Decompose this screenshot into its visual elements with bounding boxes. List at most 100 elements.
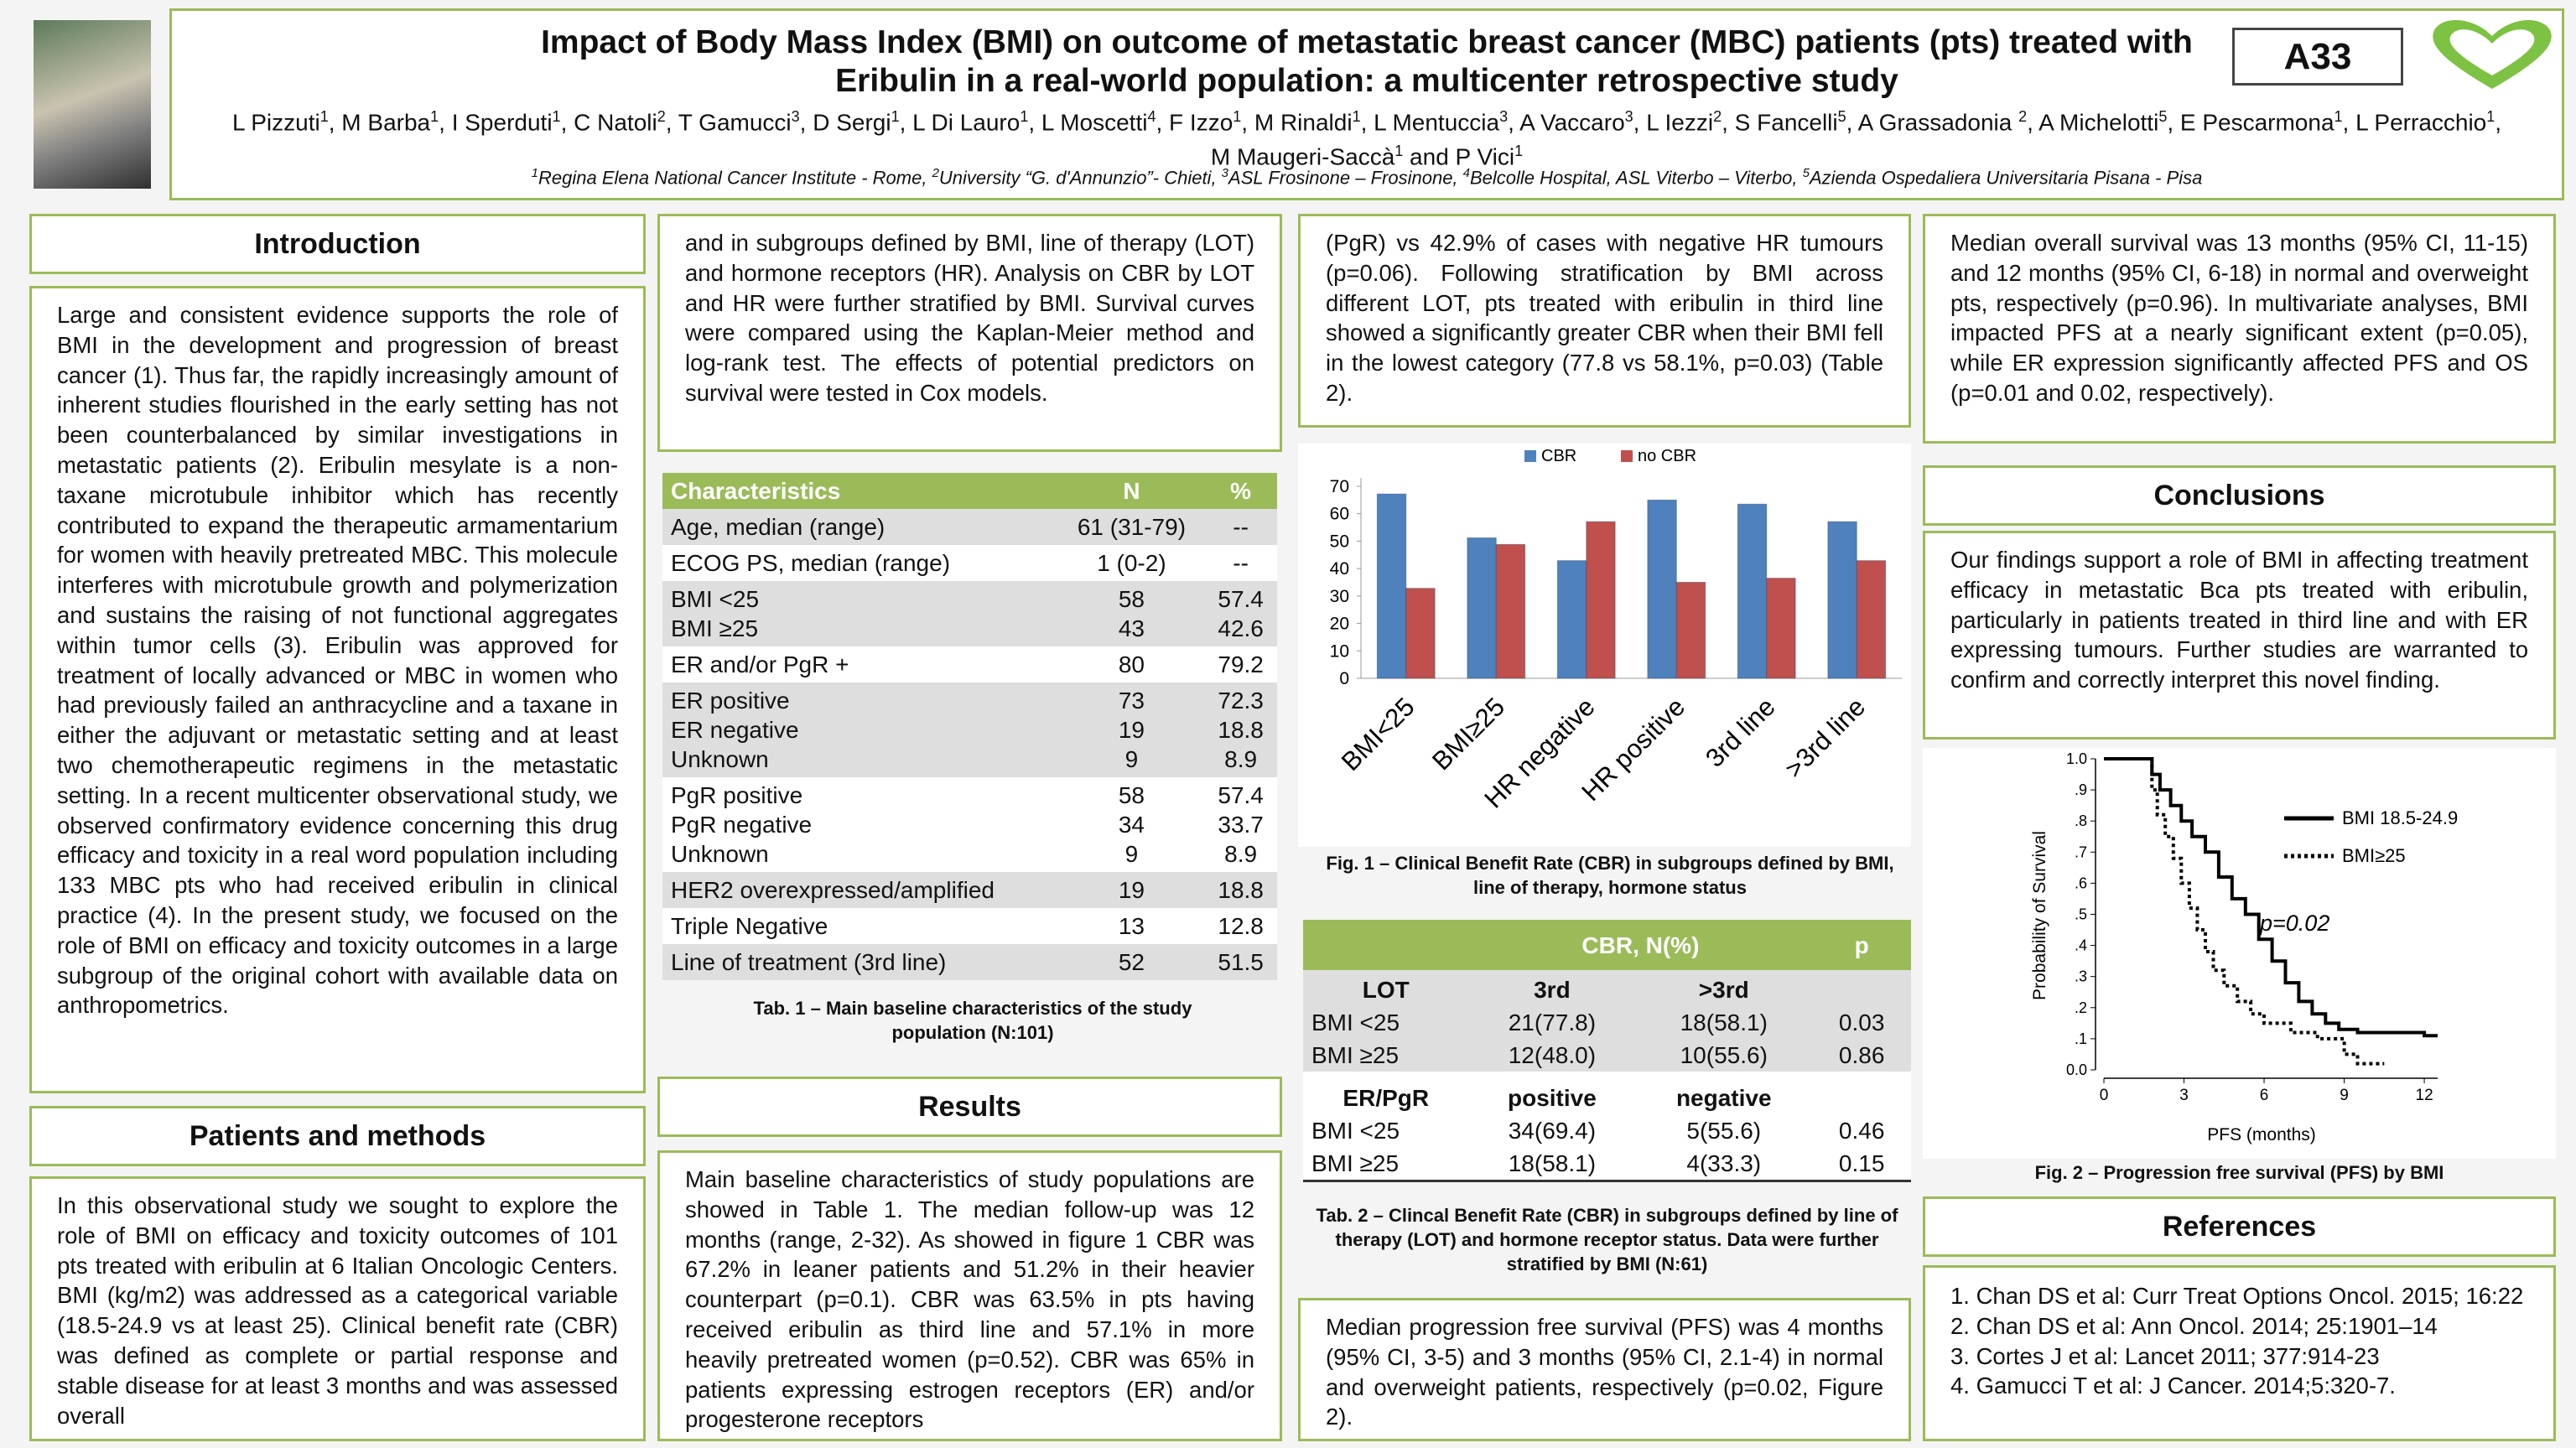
table-cell: 1 (0-2) bbox=[1059, 545, 1205, 581]
author-affiliation: 3 bbox=[1624, 108, 1633, 125]
survival-curve bbox=[2104, 757, 2385, 1066]
author-name: , L Mentuccia bbox=[1360, 109, 1500, 136]
table-cell: BMI ≥25 bbox=[1311, 1042, 1400, 1068]
x-tick-label: 9 bbox=[2340, 1087, 2349, 1104]
table-cell: BMI <25 bbox=[1311, 1118, 1400, 1144]
cell-line: ER negative bbox=[671, 717, 799, 743]
cell-line: 42.6 bbox=[1218, 615, 1264, 641]
author-name: , C Natoli bbox=[560, 109, 657, 136]
reference: 2. Chan DS et al: Ann Oncol. 2014; 25:19… bbox=[1950, 1312, 2438, 1339]
cell-line: BMI <25 bbox=[671, 586, 760, 612]
bar bbox=[1766, 578, 1796, 679]
table-cell: 0.46 bbox=[1838, 1118, 1885, 1144]
author-affiliation: 1 bbox=[1352, 108, 1361, 125]
affiliation-number: 1 bbox=[531, 166, 538, 180]
subheader-row: ER/PgR positive negative bbox=[1303, 1072, 1911, 1114]
author-name: , L Iezzi bbox=[1633, 109, 1714, 136]
table-cell: 21(77.8) bbox=[1508, 1009, 1597, 1035]
paragraph: Median progression free survival (PFS) w… bbox=[1298, 1298, 1911, 1441]
paragraph: Main baseline characteristics of study p… bbox=[657, 1150, 1282, 1441]
header-cell bbox=[1303, 920, 1469, 970]
table-cell: ER and/or PgR + bbox=[662, 646, 1059, 682]
table-1: Characteristics N% Age, median (range) 61 (… bbox=[662, 473, 1277, 980]
congress-logo bbox=[34, 20, 151, 189]
author-affiliation: 2 bbox=[2018, 108, 2028, 125]
table: CBR, N(%) p LOT 3rd >3rd BMI <25 21(77.8) 18(58… bbox=[1303, 920, 1911, 1180]
affiliation-number: 2 bbox=[932, 166, 939, 180]
bar bbox=[1405, 588, 1436, 679]
table-row: BMI <25 34(69.4) 5(55.6) 0.46 bbox=[1303, 1114, 1911, 1147]
y-tick-label: 0 bbox=[1339, 669, 1349, 688]
reference: 3. Cortes J et al: Lancet 2011; 377:914-… bbox=[1950, 1342, 2380, 1369]
bar bbox=[1647, 499, 1677, 679]
y-tick-label: 60 bbox=[1330, 505, 1349, 524]
y-tick-label: 1.0 bbox=[2066, 750, 2087, 767]
table-cell: 51.5 bbox=[1204, 944, 1277, 980]
author-affiliation: 2 bbox=[1713, 108, 1722, 125]
table-row: BMI ≥25 12(48.0) 10(55.6) 0.86 bbox=[1303, 1039, 1911, 1072]
y-tick-label: .1 bbox=[2075, 1030, 2087, 1047]
table-2: CBR, N(%) p LOT 3rd >3rd BMI <25 21(77.8) 18(58… bbox=[1303, 920, 1911, 1182]
affiliation: Belcolle Hospital, ASL Viterbo – Viterbo… bbox=[1470, 167, 1803, 189]
author-name: , L Moscetti bbox=[1028, 109, 1148, 136]
header-cell: % bbox=[1230, 478, 1252, 504]
author-name: , L Di Lauro bbox=[899, 109, 1021, 136]
paragraph: In this observational study we sought to… bbox=[29, 1176, 646, 1441]
cell-line: Age, median (range) bbox=[671, 514, 886, 540]
subheader-row: LOT 3rd >3rd bbox=[1303, 970, 1911, 1006]
cell-line: 73 bbox=[1118, 688, 1145, 714]
author-affiliation: 2 bbox=[657, 108, 666, 125]
author-affiliation: 5 bbox=[1837, 108, 1846, 125]
x-tick-label: BMI<25 bbox=[1336, 692, 1420, 776]
author-affiliation: 1 bbox=[2486, 108, 2496, 125]
table-row: ER positive ER negative Unknown 73 19 9 72.3 18… bbox=[662, 682, 1277, 777]
y-tick-label: 50 bbox=[1330, 532, 1349, 551]
figure-caption: Fig. 2 – Progression free survival (PFS)… bbox=[2034, 1162, 2444, 1183]
table-cell: ER positive ER negative Unknown bbox=[662, 682, 1059, 777]
table-cell: 52 bbox=[1059, 944, 1205, 980]
cell-line: -- bbox=[1233, 514, 1249, 540]
section-heading: Conclusions bbox=[1923, 465, 2556, 526]
table-cell: 18(58.1) bbox=[1680, 1009, 1768, 1035]
x-tick-label: 0 bbox=[2100, 1087, 2109, 1104]
author-name: , E Pescarmona bbox=[2167, 109, 2334, 136]
subheader-cell bbox=[1812, 970, 1911, 1006]
cell-line: 19 bbox=[1118, 877, 1145, 903]
bar bbox=[1495, 543, 1526, 679]
author-affiliation: 3 bbox=[1499, 108, 1509, 125]
table-cell: BMI ≥25 bbox=[1311, 1150, 1400, 1176]
affiliation: Regina Elena National Cancer Institute -… bbox=[538, 167, 932, 189]
bar bbox=[1376, 493, 1407, 679]
cell-line: 34 bbox=[1118, 812, 1145, 838]
author-name: , S Fancelli bbox=[1722, 109, 1838, 136]
legend-swatch bbox=[1524, 450, 1536, 462]
table: Characteristics N% Age, median (range) 61 (… bbox=[662, 473, 1277, 980]
cell-line: ER and/or PgR + bbox=[671, 651, 849, 677]
table-cell: 72.3 18.8 8.9 bbox=[1204, 682, 1277, 777]
survival-curve bbox=[2104, 757, 2438, 1038]
cell-line: 58 bbox=[1118, 586, 1145, 612]
cell-line: BMI ≥25 bbox=[671, 615, 759, 641]
table-cell: 5(55.6) bbox=[1686, 1118, 1762, 1144]
cell-line: 9 bbox=[1124, 746, 1139, 772]
table-cell: 61 (31-79) bbox=[1059, 509, 1205, 545]
affiliation: Azienda Ospedaliera Universitaria Pisana… bbox=[1810, 167, 2203, 189]
author-affiliation: 5 bbox=[2158, 108, 2168, 125]
table-row: BMI ≥25 18(58.1) 4(33.3) 0.15 bbox=[1303, 1147, 1911, 1180]
subheader-cell: LOT bbox=[1362, 977, 1410, 1003]
cell-line: 8.9 bbox=[1224, 746, 1258, 772]
cell-line: PgR negative bbox=[671, 812, 813, 838]
author-name: , A Vaccaro bbox=[1508, 109, 1625, 136]
cell-line: 80 bbox=[1118, 651, 1145, 677]
table-cell: Age, median (range) bbox=[662, 509, 1059, 545]
header-box bbox=[169, 8, 2564, 200]
section-heading: Introduction bbox=[29, 214, 646, 274]
author-affiliation: 1 bbox=[1233, 108, 1242, 125]
y-tick-label: 30 bbox=[1330, 587, 1349, 606]
header-row: CBR, N(%) p bbox=[1303, 920, 1911, 970]
table-cell: 80 bbox=[1059, 646, 1205, 682]
author-affiliation: 1 bbox=[891, 108, 900, 125]
header-row: Characteristics N% bbox=[662, 473, 1277, 509]
table-cell: BMI <25 bbox=[1311, 1009, 1400, 1035]
